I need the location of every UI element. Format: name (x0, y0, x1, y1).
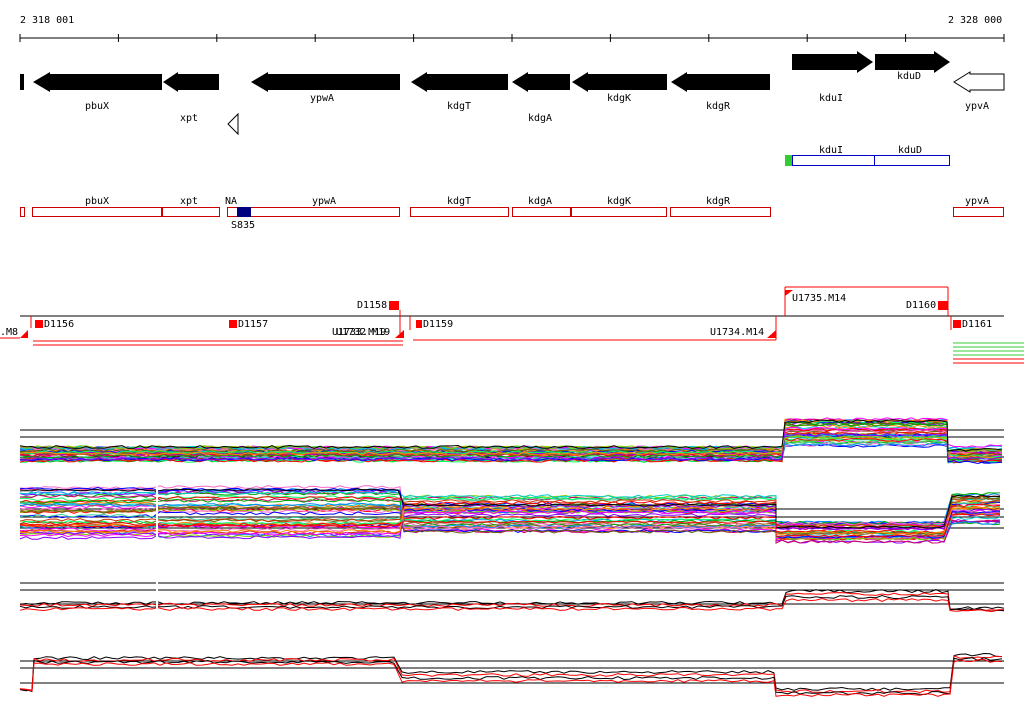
transcript-pbuX[interactable] (32, 207, 162, 217)
svg-text:kdgA: kdgA (528, 196, 552, 207)
binding-site-label: S835 (231, 220, 255, 231)
feature-label: U1732.M19 (336, 327, 390, 338)
gene-arrow-kdgR[interactable]: kdgR (671, 72, 770, 112)
feature-label: D1156 (44, 319, 74, 330)
feature-label: U1734.M14 (710, 327, 764, 338)
svg-text:kdgK: kdgK (607, 196, 631, 207)
feature-label: D1161 (962, 319, 992, 330)
gene-track: pbuX xpt ypwA kdgT kdgA kdgK kdgR (20, 51, 1005, 136)
feature-label: D1158 (357, 300, 387, 311)
svg-text:ypvA: ypvA (965, 101, 989, 112)
position-ruler: 2 318 001 2 328 000 (19, 15, 1005, 42)
operon-start-marker (785, 155, 792, 166)
transcript-kdgK[interactable] (571, 207, 667, 217)
transcript-ypvA[interactable] (953, 207, 1004, 217)
feature-label: D1159 (423, 319, 453, 330)
svg-text:xpt: xpt (180, 196, 198, 207)
ruler-start-label: 2 318 001 (20, 15, 74, 26)
svg-text:kduI: kduI (819, 93, 843, 104)
svg-text:kduD: kduD (898, 145, 922, 156)
gene-arrow-xpt[interactable]: xpt (163, 72, 219, 124)
svg-text:ypvA: ypvA (965, 196, 989, 207)
transcript-xpt[interactable] (162, 207, 220, 217)
gene-arrow-small-reverse[interactable] (227, 112, 239, 136)
transcript-kdgA[interactable] (512, 207, 571, 217)
svg-text:kduI: kduI (819, 145, 843, 156)
gene-arrow-kdgT[interactable]: kdgT (411, 72, 508, 112)
transcript-track (20, 207, 1004, 217)
feature-label: D1160 (906, 300, 936, 311)
gene-arrow-ypvA[interactable]: ypvA (953, 71, 1005, 112)
feature-label: D1157 (238, 319, 268, 330)
gene-arrow-kduI[interactable]: kduI (792, 51, 873, 104)
feature-label: .M8 (0, 327, 18, 338)
transcript-kdgT[interactable] (410, 207, 509, 217)
transcript-ypwA[interactable] (227, 207, 400, 217)
gene-arrow-ypwA[interactable]: ypwA (251, 72, 400, 104)
gene-arrow-kdgK[interactable]: kdgK (572, 72, 667, 104)
gene-arrow-kdgA[interactable]: kdgA (512, 72, 570, 124)
expression-panel-forward-summary (19, 575, 1005, 613)
svg-text:NA: NA (225, 196, 237, 207)
gene-arrow-kduD[interactable]: kduD (875, 51, 950, 82)
svg-text:xpt: xpt (180, 113, 198, 124)
svg-text:kdgT: kdgT (447, 196, 471, 207)
svg-text:kdgK: kdgK (607, 93, 631, 104)
binding-site-marker[interactable] (237, 207, 251, 217)
feature-label: U1733.M19 (332, 327, 386, 338)
svg-text:kdgA: kdgA (528, 113, 552, 124)
ruler-end-label: 2 328 000 (948, 15, 1002, 26)
operon-box[interactable] (792, 155, 950, 166)
feature-track: .M8 D1156 D1157 D1158 U1733.M19 U1732.M1… (0, 286, 1024, 364)
svg-text:ypwA: ypwA (312, 196, 336, 207)
transcript-kdgR[interactable] (670, 207, 771, 217)
svg-text:kduD: kduD (897, 71, 921, 82)
svg-text:kdgR: kdgR (706, 196, 731, 207)
expression-panel-reverse-all (19, 483, 1004, 544)
transcript-labels: pbuX xpt NA ypwA kdgT kdgA kdgK kdgR ypv… (85, 196, 989, 231)
operon-track: kduI kduD (785, 145, 950, 166)
svg-text:pbuX: pbuX (85, 101, 109, 112)
svg-text:ypwA: ypwA (310, 93, 334, 104)
gene-arrow-pbuX[interactable]: pbuX (33, 72, 162, 112)
feature-label: U1735.M14 (792, 293, 846, 304)
svg-text:kdgT: kdgT (447, 101, 471, 112)
expression-panel-forward-all (19, 417, 1004, 465)
svg-text:kdgR: kdgR (706, 101, 731, 112)
svg-text:pbuX: pbuX (85, 196, 109, 207)
expression-panel-reverse-summary (19, 652, 1004, 697)
